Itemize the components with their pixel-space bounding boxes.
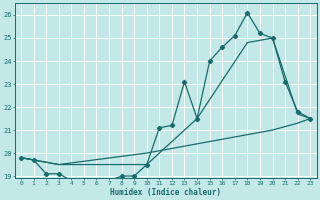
- X-axis label: Humidex (Indice chaleur): Humidex (Indice chaleur): [110, 188, 221, 197]
